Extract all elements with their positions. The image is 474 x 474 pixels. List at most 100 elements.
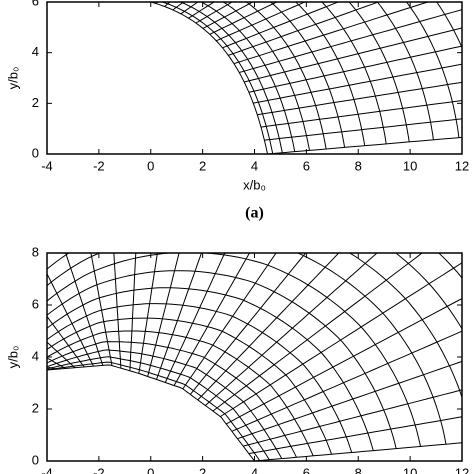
x-tick-label: 10 xyxy=(403,465,417,474)
mesh-line xyxy=(47,364,255,461)
mesh-line xyxy=(237,360,462,440)
mesh-line xyxy=(348,2,410,142)
mesh-line xyxy=(231,330,462,432)
mesh-line xyxy=(260,100,462,128)
x-tick-label: 12 xyxy=(455,465,469,474)
y-tick-label: 4 xyxy=(32,44,39,59)
y-tick-label: 6 xyxy=(32,296,39,311)
mesh-line xyxy=(321,2,387,144)
mesh-line xyxy=(269,2,346,148)
mesh-line xyxy=(189,253,307,395)
y-tick-label: 4 xyxy=(32,348,39,363)
mesh xyxy=(47,253,462,461)
y-tick-label: 6 xyxy=(32,0,39,8)
mesh-line xyxy=(47,341,76,369)
mesh-line xyxy=(65,253,104,366)
mesh-line xyxy=(216,2,306,42)
mesh-line xyxy=(295,2,366,146)
mesh-line xyxy=(47,361,261,461)
mesh-line xyxy=(182,253,277,390)
y-tick-label: 0 xyxy=(32,452,39,467)
mesh-line xyxy=(47,317,333,455)
mesh-line xyxy=(222,2,340,49)
mesh-line xyxy=(243,389,462,447)
mesh-line xyxy=(239,9,462,73)
x-tick-label: -4 xyxy=(41,158,53,173)
mesh-line xyxy=(248,45,462,93)
mesh-line xyxy=(47,330,314,457)
x-tick-label: 4 xyxy=(251,158,258,173)
mesh-line xyxy=(233,2,430,65)
mesh-line xyxy=(47,341,297,458)
x-tick-label: 0 xyxy=(147,158,154,173)
mesh-line xyxy=(47,253,447,445)
mesh-line xyxy=(197,253,340,401)
mesh-line xyxy=(209,2,278,35)
mesh-line xyxy=(179,2,283,153)
mesh-line xyxy=(202,2,254,29)
x-tick-label: 2 xyxy=(199,158,206,173)
mesh-line xyxy=(376,2,434,140)
mesh-line xyxy=(220,262,462,417)
mesh-line xyxy=(395,253,462,330)
mesh-line xyxy=(47,253,421,447)
x-tick-label: 6 xyxy=(303,158,310,173)
y-axis-label: y/b₀ xyxy=(5,67,20,90)
x-tick-label: -4 xyxy=(41,465,53,474)
mesh-line xyxy=(228,2,380,56)
caption: (a) xyxy=(245,205,264,222)
mesh-line xyxy=(47,303,353,453)
mesh-line xyxy=(138,253,158,374)
mesh-line xyxy=(264,118,462,141)
mesh-line xyxy=(47,349,283,459)
mesh-line xyxy=(405,2,460,138)
mesh-line xyxy=(47,253,462,400)
mesh-line xyxy=(47,270,397,449)
x-tick-label: -2 xyxy=(93,465,105,474)
mesh-line xyxy=(47,287,374,451)
mesh-line xyxy=(47,315,85,368)
y-tick-label: 2 xyxy=(32,400,39,415)
mesh-line xyxy=(225,297,462,425)
mesh-line xyxy=(149,2,268,154)
mesh-line xyxy=(90,253,113,366)
mesh-line xyxy=(212,253,423,412)
x-tick-label: 8 xyxy=(355,465,362,474)
mesh-line xyxy=(160,2,274,154)
mesh-line xyxy=(215,0,474,131)
mesh-line xyxy=(173,253,251,386)
mesh-line xyxy=(267,136,462,154)
mesh-line xyxy=(147,253,180,377)
y-axis-label: y/b₀ xyxy=(5,346,20,369)
mesh-line xyxy=(248,416,462,455)
mesh-line xyxy=(253,63,462,104)
x-tick-label: 0 xyxy=(147,465,154,474)
mesh-line xyxy=(147,0,326,1)
x-tick-label: 4 xyxy=(251,465,258,474)
x-tick-label: 8 xyxy=(355,158,362,173)
mesh-line xyxy=(47,272,94,367)
mesh-line xyxy=(245,2,327,150)
mesh-line xyxy=(257,81,462,116)
mesh-line xyxy=(226,0,474,128)
mesh-line xyxy=(436,2,462,49)
mesh xyxy=(147,0,474,154)
x-tick-label: -2 xyxy=(93,158,105,173)
x-axis-label: x/b₀ xyxy=(243,177,266,192)
mesh-line xyxy=(129,253,137,371)
mesh-line xyxy=(222,2,310,151)
mesh-line xyxy=(254,442,462,461)
x-tick-label: 2 xyxy=(199,465,206,474)
x-tick-label: 10 xyxy=(403,158,417,173)
x-tick-label: 6 xyxy=(303,465,310,474)
mesh-line xyxy=(47,370,48,371)
y-tick-label: 2 xyxy=(32,95,39,110)
plot-frame xyxy=(46,1,463,155)
mesh-line xyxy=(244,27,462,83)
y-tick-label: 8 xyxy=(32,244,39,259)
mesh-line xyxy=(113,253,122,369)
x-tick-label: 12 xyxy=(455,158,469,173)
mesh-line xyxy=(205,253,378,406)
y-tick-label: 0 xyxy=(32,145,39,160)
